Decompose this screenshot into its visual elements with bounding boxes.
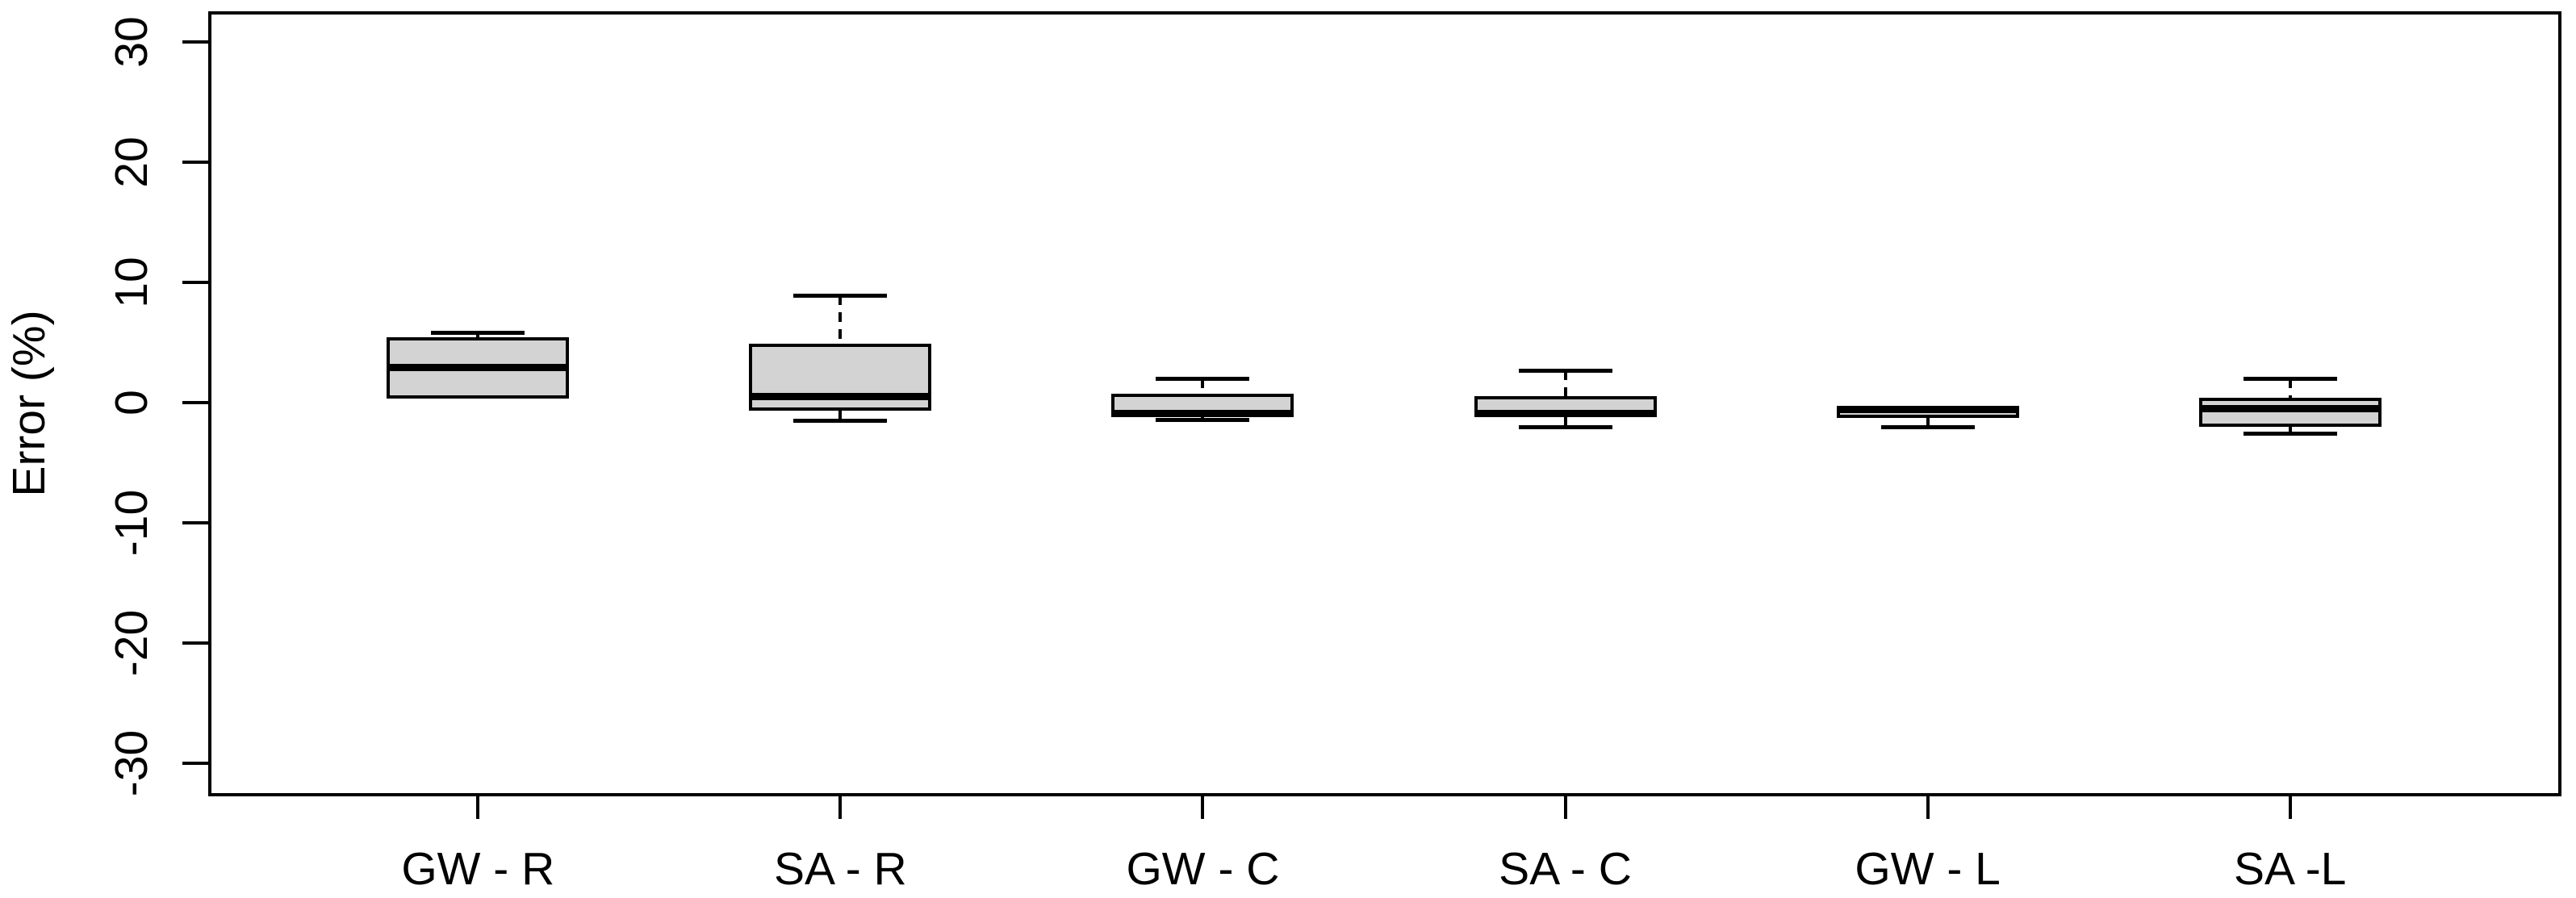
iqr-box <box>749 343 932 411</box>
x-axis-tick-label: GW - R <box>401 843 555 895</box>
x-axis-tick <box>1201 796 1205 819</box>
x-axis-tick-label: GW - C <box>1126 843 1280 895</box>
lower-whisker-line <box>1563 416 1567 427</box>
upper-whisker-cap <box>1156 376 1250 381</box>
lower-whisker-line <box>838 411 843 421</box>
x-axis-tick <box>1563 796 1567 819</box>
lower-whisker-line <box>2288 426 2292 434</box>
upper-whisker-line <box>838 295 843 344</box>
median-line <box>2198 404 2382 412</box>
x-axis-tick <box>1926 796 1930 819</box>
x-axis-tick-label: SA - C <box>1499 843 1632 895</box>
y-axis-tick <box>182 40 208 44</box>
y-axis-tick <box>182 520 208 524</box>
upper-whisker-line <box>2288 378 2292 398</box>
median-line <box>387 364 570 372</box>
x-axis-tick-label: GW - L <box>1855 843 2001 895</box>
y-axis-tick <box>182 641 208 645</box>
median-line <box>1836 406 2019 414</box>
lower-whisker-cap <box>793 419 888 424</box>
y-axis-tick <box>182 400 208 404</box>
upper-whisker-cap <box>431 331 525 336</box>
upper-whisker-cap <box>1518 368 1612 373</box>
x-axis-tick-label: SA -L <box>2233 843 2347 895</box>
x-axis-tick <box>838 796 843 819</box>
y-axis-tick <box>182 160 208 164</box>
lower-whisker-cap <box>1880 424 1975 429</box>
x-axis-tick-label: SA - R <box>774 843 907 895</box>
upper-whisker-line <box>1563 370 1567 397</box>
upper-whisker-cap <box>2243 376 2337 381</box>
x-axis-tick <box>2288 796 2292 819</box>
lower-whisker-line <box>1926 418 1930 427</box>
median-line <box>749 392 932 400</box>
plot-area <box>208 11 2561 796</box>
x-axis-tick <box>476 796 480 819</box>
upper-whisker-cap <box>793 294 888 299</box>
median-line <box>1111 409 1294 417</box>
median-line <box>1474 409 1657 417</box>
y-axis-tick <box>182 280 208 284</box>
y-axis-tick <box>182 761 208 765</box>
lower-whisker-cap <box>1156 417 1250 422</box>
lower-whisker-cap <box>1518 424 1612 429</box>
upper-whisker-line <box>1201 378 1205 395</box>
lower-whisker-cap <box>2243 432 2337 436</box>
